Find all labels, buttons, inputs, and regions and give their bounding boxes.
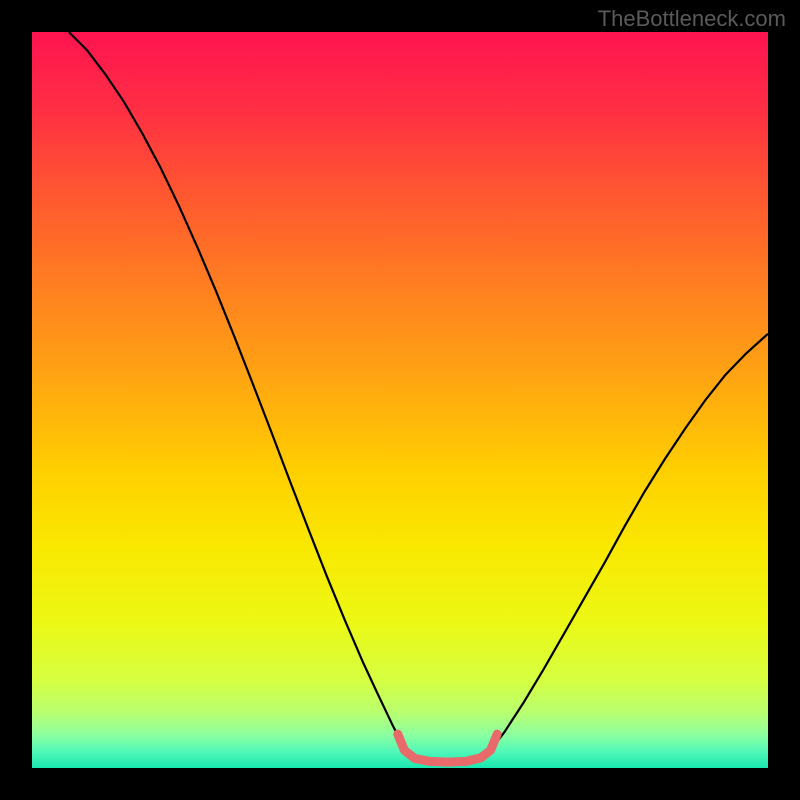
gradient-background [32, 32, 768, 768]
watermark-text: TheBottleneck.com [598, 6, 786, 32]
plot-area [32, 32, 768, 768]
plot-svg [32, 32, 768, 768]
